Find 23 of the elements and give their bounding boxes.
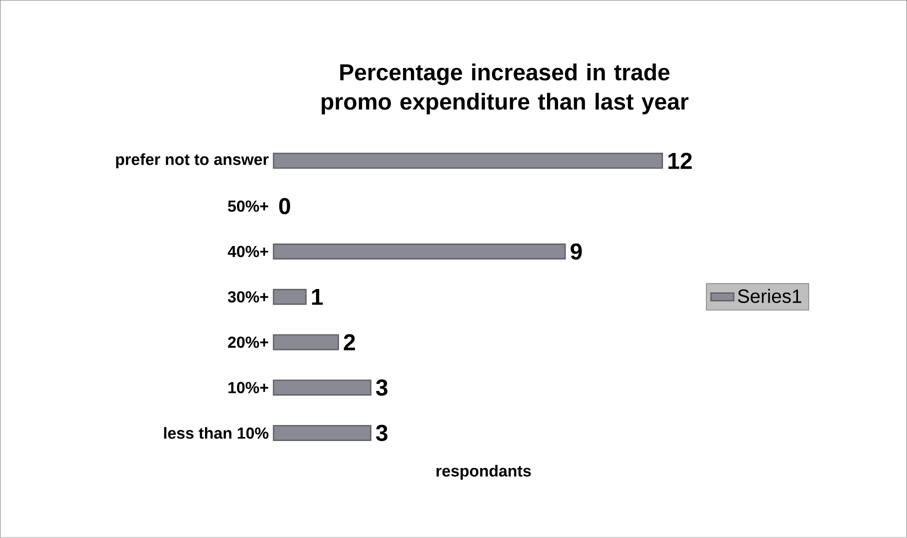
- data-label: 2: [344, 334, 355, 350]
- data-label: 1: [312, 289, 323, 305]
- bar: [272, 244, 566, 260]
- bar: [272, 380, 372, 396]
- data-label: 0: [279, 198, 290, 214]
- y-tick-label: 20%+: [228, 336, 268, 348]
- legend-label: Series1: [738, 289, 802, 304]
- chart-title: Percentage increased in trade promo expenditure than last year: [322, 64, 688, 114]
- data-label: 3: [376, 424, 388, 442]
- y-tick-label: 10%+: [228, 382, 268, 394]
- data-label: 12: [668, 152, 692, 169]
- y-tick-label: prefer not to answer: [116, 153, 269, 168]
- bar: [272, 425, 372, 442]
- y-tick-label: 30%+: [228, 291, 268, 303]
- y-tick-label: 40%+: [228, 246, 268, 258]
- bar: [272, 152, 664, 169]
- data-label: 3: [376, 380, 388, 396]
- y-tick-label: 50%+: [228, 200, 268, 212]
- y-tick-label: less than 10%: [164, 427, 268, 439]
- data-label: 9: [570, 243, 582, 260]
- bar: [272, 288, 307, 305]
- bar: [272, 334, 340, 350]
- x-axis-title: respondants: [436, 465, 531, 480]
